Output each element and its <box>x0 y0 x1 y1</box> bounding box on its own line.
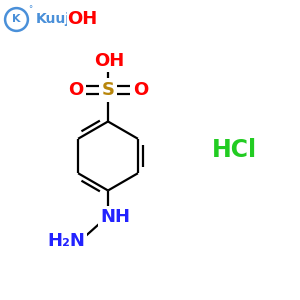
Text: HCl: HCl <box>212 138 256 162</box>
Text: H₂N: H₂N <box>47 232 85 250</box>
Text: °: ° <box>28 5 32 14</box>
Text: K: K <box>12 14 21 25</box>
Text: O: O <box>68 81 83 99</box>
Text: O: O <box>133 81 148 99</box>
Text: S: S <box>101 81 115 99</box>
Text: OH: OH <box>94 52 124 70</box>
Text: NH: NH <box>100 208 130 226</box>
Text: OH: OH <box>67 11 97 28</box>
Text: Kuujia: Kuujia <box>35 13 84 26</box>
